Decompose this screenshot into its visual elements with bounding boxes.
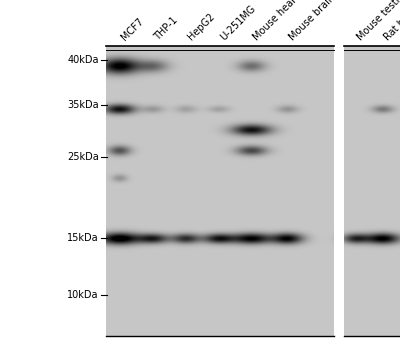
Text: HepG2: HepG2	[186, 11, 216, 42]
Text: 15kDa: 15kDa	[67, 233, 99, 243]
Text: THP-1: THP-1	[153, 15, 180, 42]
Text: Mouse brain: Mouse brain	[287, 0, 337, 42]
Text: Rat brain: Rat brain	[382, 3, 400, 42]
Text: 35kDa: 35kDa	[67, 100, 99, 110]
Text: Mouse testis: Mouse testis	[355, 0, 400, 42]
Text: U-251MG: U-251MG	[218, 3, 258, 42]
Text: Mouse heart: Mouse heart	[251, 0, 302, 42]
Text: MCF7: MCF7	[119, 16, 146, 42]
Text: 10kDa: 10kDa	[67, 290, 99, 300]
Text: 40kDa: 40kDa	[67, 56, 99, 65]
Text: 25kDa: 25kDa	[67, 152, 99, 162]
